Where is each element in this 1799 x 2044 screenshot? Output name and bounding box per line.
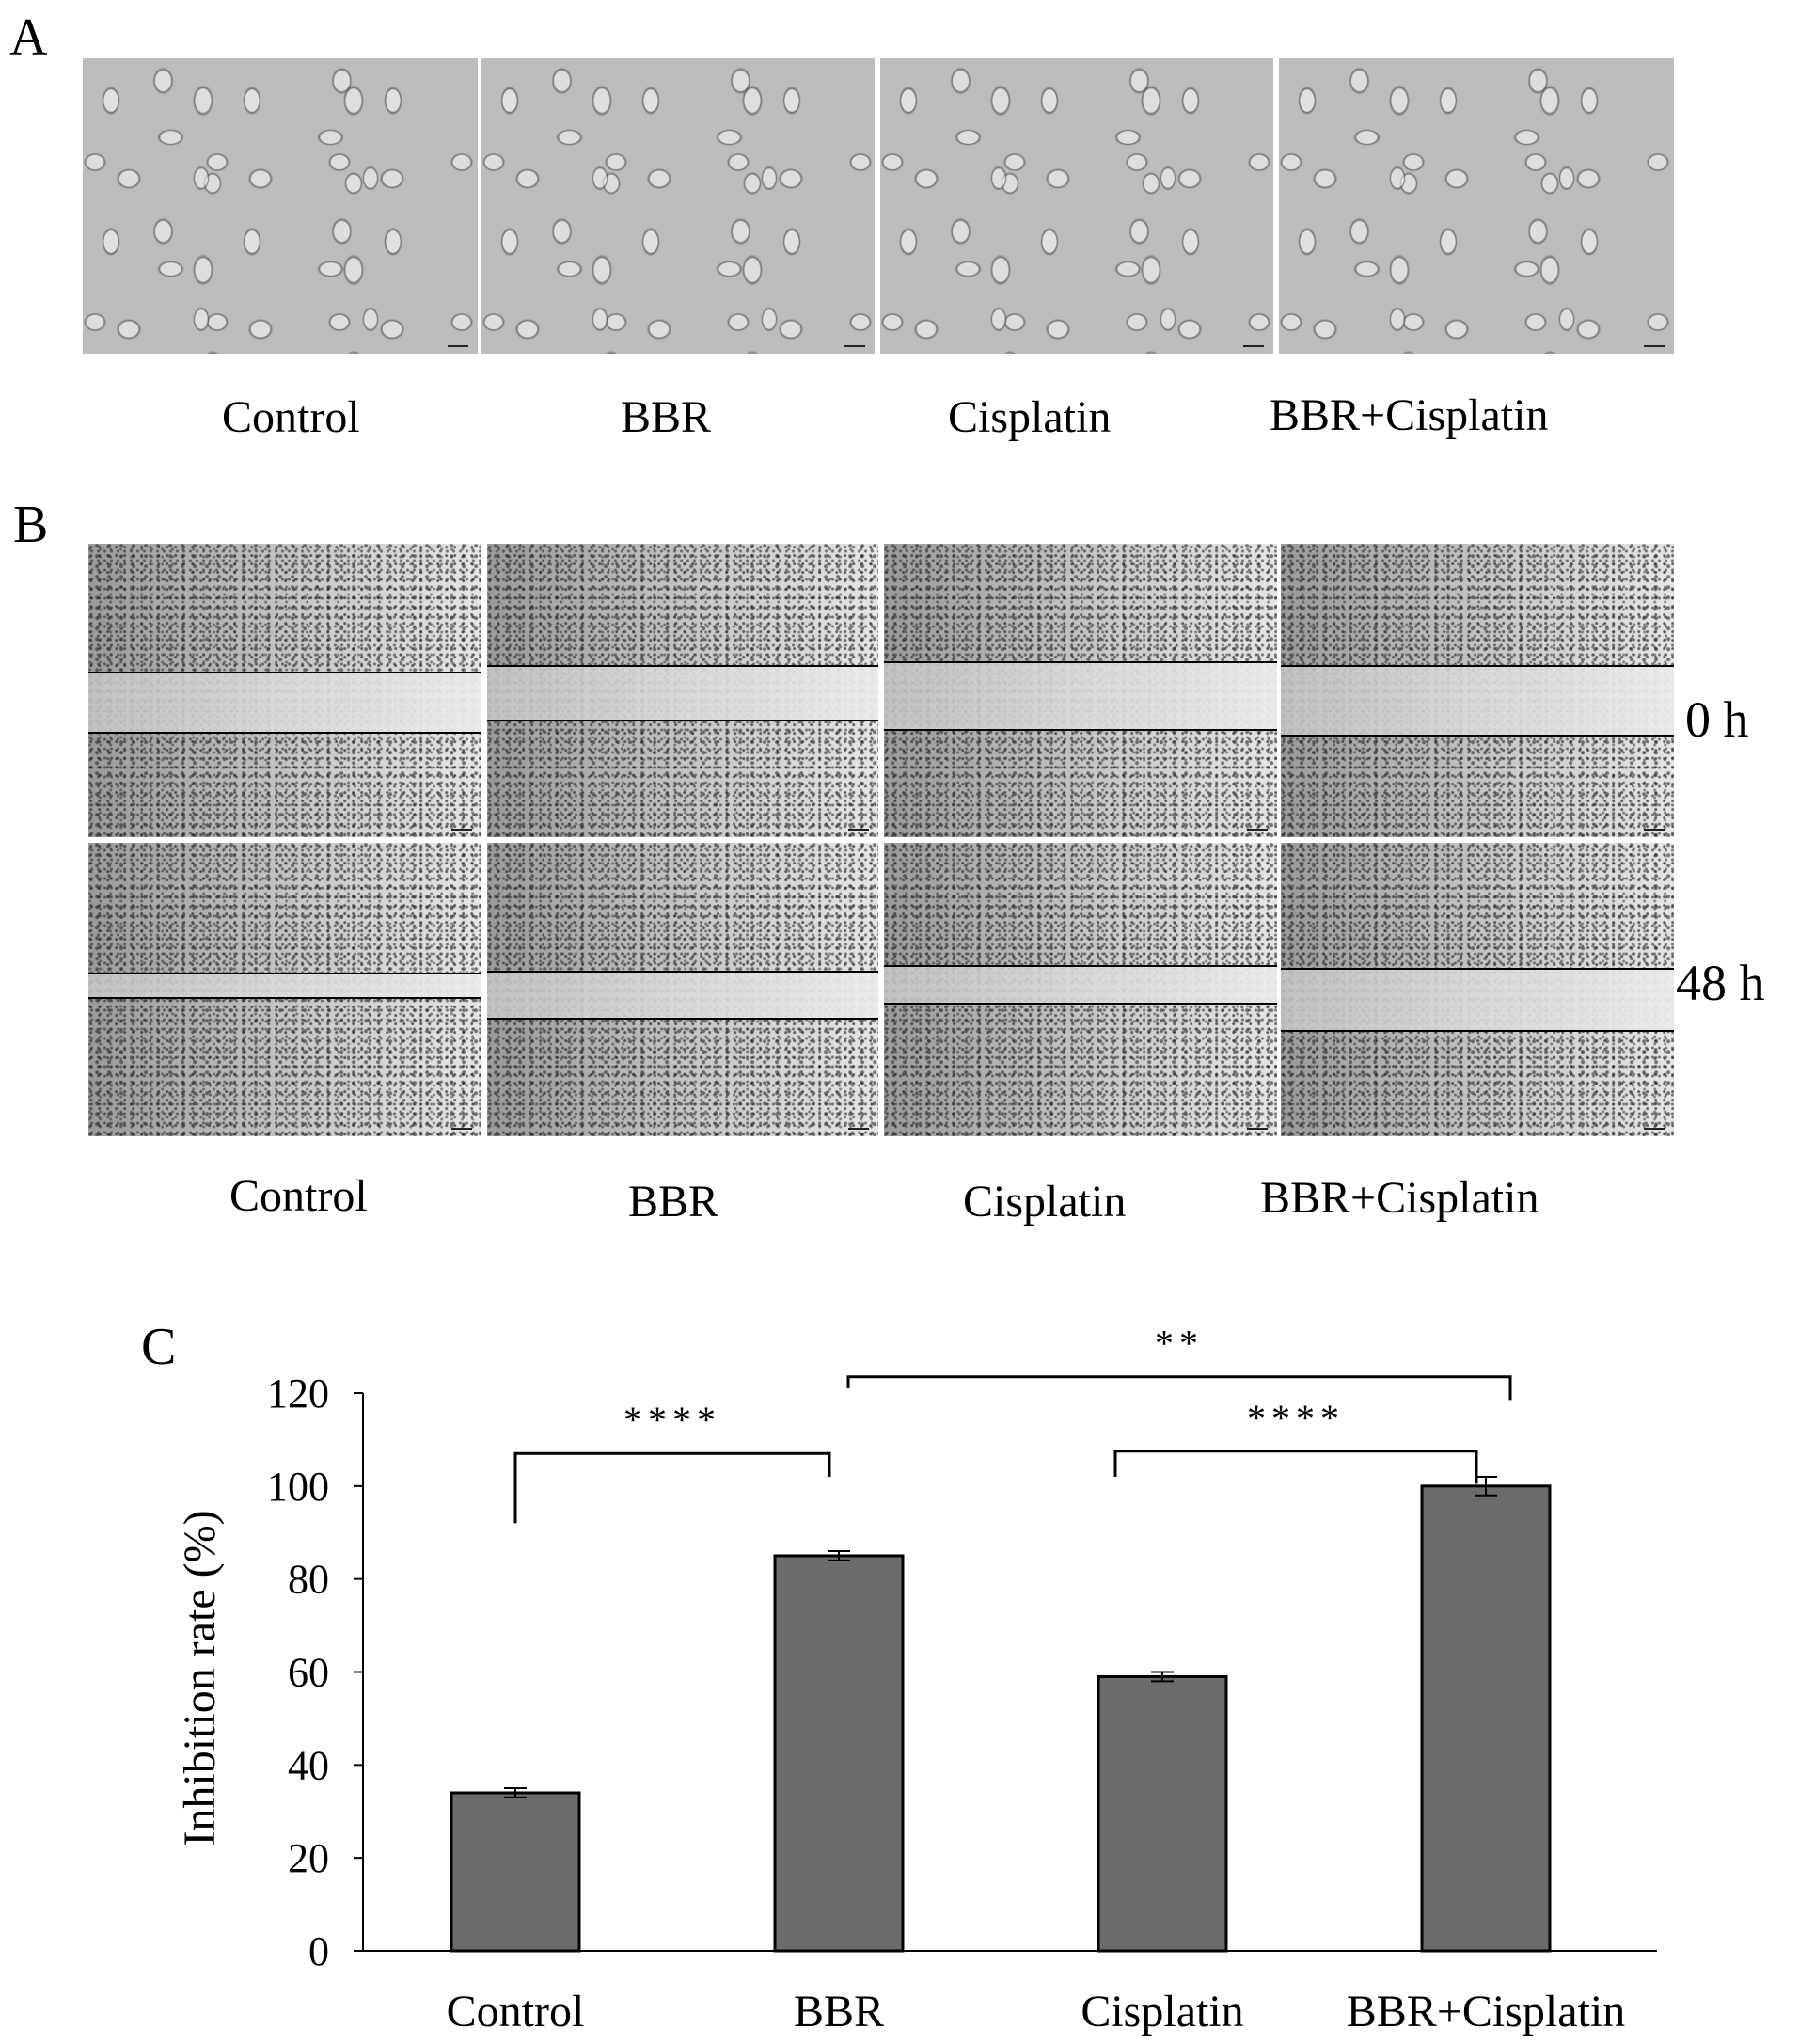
significance-label: **** — [623, 1399, 721, 1441]
y-tick-label: 100 — [267, 1464, 329, 1510]
panel-a-letter: A — [9, 8, 48, 67]
scratch-image-bbr-cisplatin-48h — [1281, 843, 1674, 1136]
time-label-48h: 48 h — [1676, 955, 1765, 1011]
scratch-image-bbr-0h — [487, 544, 878, 837]
significance-bracket — [1113, 1450, 1478, 1484]
micrograph-a-cisplatin — [880, 58, 1273, 354]
scratch-image-cisplatin-48h — [884, 843, 1277, 1136]
panel-b-label-control: Control — [229, 1171, 368, 1221]
micrograph-a-bbr-cisplatin — [1279, 58, 1674, 354]
y-tick-label: 20 — [288, 1835, 329, 1881]
scratch-image-cisplatin-0h — [884, 544, 1277, 837]
panel-b-label-bbr-cisplatin: BBR+Cisplatin — [1260, 1173, 1539, 1223]
panel-b-label-bbr: BBR — [628, 1177, 719, 1227]
y-tick-label: 120 — [267, 1371, 329, 1417]
scratch-image-bbr-48h — [487, 843, 878, 1136]
panel-c-letter: C — [141, 1318, 177, 1376]
significance-bracket — [513, 1451, 831, 1524]
time-label-0h: 0 h — [1685, 691, 1749, 748]
x-tick-label: Cisplatin — [1081, 1987, 1243, 2036]
panel-a-label-cisplatin: Cisplatin — [948, 392, 1112, 442]
y-axis-label: Inhibition rate (%) — [175, 1510, 225, 1846]
scratch-image-control-48h — [88, 843, 481, 1136]
x-tick-label: BBR+Cisplatin — [1347, 1987, 1625, 2036]
micrograph-a-bbr — [481, 58, 875, 354]
panel-a-label-bbr-cisplatin: BBR+Cisplatin — [1270, 390, 1549, 440]
scratch-image-control-0h — [88, 544, 481, 837]
bar-control — [450, 1791, 581, 1953]
significance-label: ** — [1155, 1323, 1204, 1365]
scratch-image-bbr-cisplatin-0h — [1281, 544, 1674, 837]
bar-cisplatin — [1097, 1674, 1228, 1953]
panel-a-label-bbr: BBR — [621, 392, 712, 442]
panel-b-label-cisplatin: Cisplatin — [963, 1177, 1127, 1227]
bar-bbr-cisplatin — [1420, 1484, 1552, 1953]
y-tick-label: 80 — [288, 1557, 329, 1603]
significance-label: **** — [1247, 1397, 1345, 1439]
panel-a-label-control: Control — [222, 392, 360, 442]
x-tick-label: BBR — [794, 1987, 884, 2036]
significance-bracket — [846, 1375, 1512, 1401]
x-tick-label: Control — [447, 1987, 585, 2036]
y-tick-label: 60 — [288, 1650, 329, 1696]
panel-b-letter: B — [13, 496, 49, 554]
bar-bbr — [773, 1554, 905, 1953]
y-tick-label: 40 — [288, 1742, 329, 1788]
y-tick-label: 0 — [308, 1928, 329, 1974]
micrograph-a-control — [83, 58, 478, 354]
